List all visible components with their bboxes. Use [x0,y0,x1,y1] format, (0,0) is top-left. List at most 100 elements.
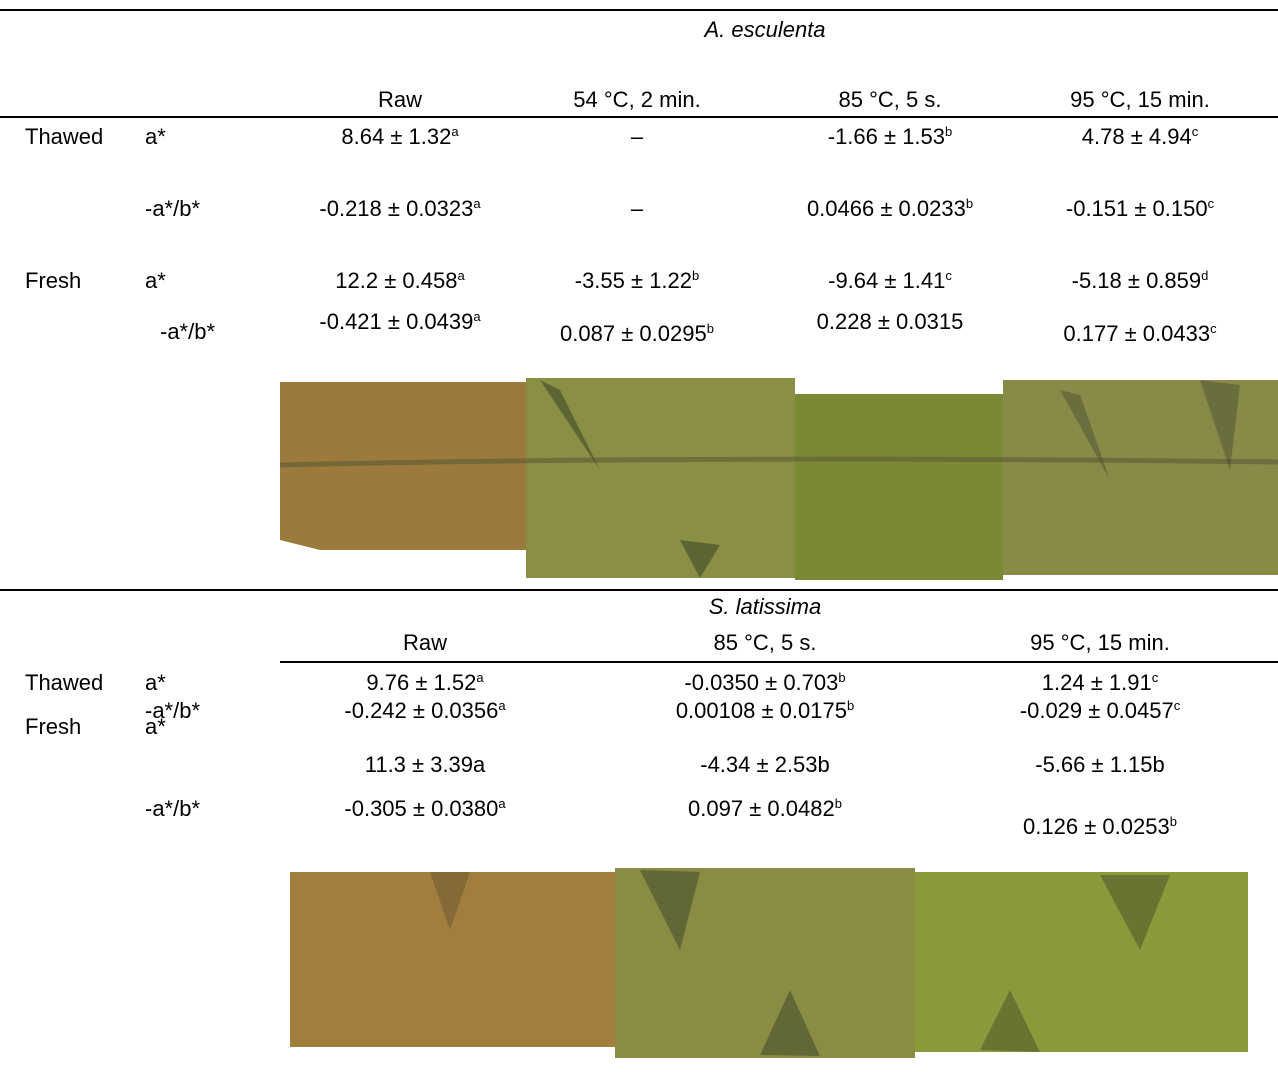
cell-value: 0.097 ± 0.0482 [688,796,835,821]
row-group: Thawed [25,124,103,150]
s-latissima-strip [290,868,1248,1058]
cell-superscript: b [945,124,952,139]
cell-value: -4.34 ± 2.53b [700,752,830,777]
a-esculenta-strip [280,378,1278,580]
cell-value: -0.151 ± 0.150 [1066,196,1208,221]
cell: 1.24 ± 1.91c [1042,670,1158,696]
cell: -0.421 ± 0.0439a [319,309,480,335]
cell-superscript: b [692,268,699,283]
cell: -0.0350 ± 0.703b [684,670,845,696]
column-header: 95 °C, 15 min. [1070,87,1210,113]
cell: -3.55 ± 1.22b [575,268,700,294]
cell-value: 11.3 ± 3.39a [365,752,486,777]
cell: -4.34 ± 2.53b [700,752,830,778]
cell: 4.78 ± 4.94c [1082,124,1198,150]
cell: -5.18 ± 0.859d [1072,268,1209,294]
table-page: A. esculenta Raw 54 °C, 2 min. 85 °C, 5 s. 9… [0,0,1278,1082]
cell: -9.64 ± 1.41c [828,268,952,294]
cell-value: 9.76 ± 1.52 [366,670,476,695]
cell-value: 0.177 ± 0.0433 [1063,321,1210,346]
cell-superscript: a [451,124,458,139]
cell-value: 8.64 ± 1.32 [341,124,451,149]
column-header: 54 °C, 2 min. [573,87,700,113]
cell-value: -0.029 ± 0.0457 [1020,698,1174,723]
cell: 0.0466 ± 0.0233b [807,196,973,222]
cell-value: -3.55 ± 1.22 [575,268,692,293]
row-group: Fresh [25,714,81,740]
row-measure: a* [145,124,166,150]
cell-superscript: a [473,309,480,324]
cell-superscript: c [1210,321,1217,336]
cell-value: -5.66 ± 1.15b [1035,752,1165,777]
cell-value: 4.78 ± 4.94 [1082,124,1192,149]
cell: 0.00108 ± 0.0175b [676,698,854,724]
cell-value: 0.126 ± 0.0253 [1023,814,1170,839]
cell-superscript: a [473,196,480,211]
cell: 12.2 ± 0.458a [335,268,464,294]
species-title: A. esculenta [704,17,825,43]
cell-superscript: c [945,268,952,283]
cell-value: -5.18 ± 0.859 [1072,268,1202,293]
cell-value: -0.218 ± 0.0323 [319,196,473,221]
cell-value: -0.421 ± 0.0439 [319,309,473,334]
cell-superscript: b [966,196,973,211]
column-header: Raw [403,630,447,656]
header-rule [280,661,1278,663]
cell-value: -0.305 ± 0.0380 [344,796,498,821]
cell-value: -9.64 ± 1.41 [828,268,945,293]
row-measure: -a*/b* [145,796,200,822]
cell: -0.151 ± 0.150c [1066,196,1214,222]
cell-value: – [631,124,643,149]
cell: 0.228 ± 0.0315 [817,309,964,335]
cell-value: 12.2 ± 0.458 [335,268,457,293]
cell-superscript: a [498,796,505,811]
row-measure: a* [145,268,166,294]
cell: -1.66 ± 1.53b [828,124,953,150]
cell-value: 0.087 ± 0.0295 [560,321,707,346]
top-rule [0,9,1278,11]
cell: 0.177 ± 0.0433c [1063,321,1216,347]
header-rule [0,116,1278,118]
cell: – [631,196,643,222]
cell: -0.218 ± 0.0323a [319,196,480,222]
seaweed-images [0,0,1278,1082]
row-measure: -a*/b* [145,196,200,222]
cell-superscript: b [1170,814,1177,829]
cell-value: 0.228 ± 0.0315 [817,309,964,334]
cell-superscript: b [847,698,854,713]
row-measure: a* [145,714,166,740]
cell: -5.66 ± 1.15b [1035,752,1165,778]
cell-superscript: a [498,698,505,713]
cell-superscript: b [835,796,842,811]
column-header: 95 °C, 15 min. [1030,630,1170,656]
cell: – [631,124,643,150]
cell: -0.242 ± 0.0356a [344,698,505,724]
cell-superscript: b [707,321,714,336]
cell-value: – [631,196,643,221]
cell-superscript: c [1152,670,1159,685]
cell: -0.029 ± 0.0457c [1020,698,1180,724]
row-group: Fresh [25,268,81,294]
cell-superscript: b [838,670,845,685]
cell-value: -1.66 ± 1.53 [828,124,945,149]
row-group: Thawed [25,670,103,696]
cell-value: -0.242 ± 0.0356 [344,698,498,723]
cell: 0.087 ± 0.0295b [560,321,714,347]
cell-superscript: a [457,268,464,283]
cell-value: 1.24 ± 1.91 [1042,670,1152,695]
cell-superscript: a [476,670,483,685]
cell: 11.3 ± 3.39a [365,752,486,778]
cell-superscript: d [1201,268,1208,283]
cell-value: 0.0466 ± 0.0233 [807,196,966,221]
column-header: Raw [378,87,422,113]
row-measure: a* [145,670,166,696]
species-title: S. latissima [709,594,821,620]
cell: 9.76 ± 1.52a [366,670,483,696]
cell: 0.097 ± 0.0482b [688,796,842,822]
column-header: 85 °C, 5 s. [714,630,817,656]
cell-superscript: c [1208,196,1215,211]
section-rule [0,589,1278,591]
cell: 8.64 ± 1.32a [341,124,458,150]
column-header: 85 °C, 5 s. [839,87,942,113]
cell-value: -0.0350 ± 0.703 [684,670,838,695]
